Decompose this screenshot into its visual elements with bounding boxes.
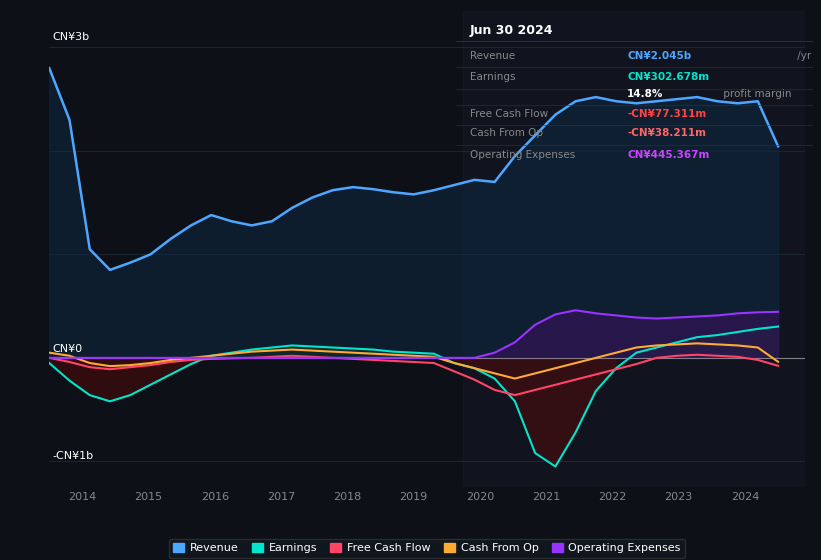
Text: CN¥445.367m: CN¥445.367m (627, 150, 709, 160)
Text: Revenue: Revenue (470, 51, 515, 61)
Text: -CN¥38.211m: -CN¥38.211m (627, 128, 706, 138)
Text: Earnings: Earnings (470, 72, 516, 82)
Text: Jun 30 2024: Jun 30 2024 (470, 25, 553, 38)
Legend: Revenue, Earnings, Free Cash Flow, Cash From Op, Operating Expenses: Revenue, Earnings, Free Cash Flow, Cash … (168, 539, 686, 558)
Text: profit margin: profit margin (720, 89, 791, 99)
Text: CN¥302.678m: CN¥302.678m (627, 72, 709, 82)
Text: CN¥3b: CN¥3b (53, 32, 89, 42)
Text: Operating Expenses: Operating Expenses (470, 150, 576, 160)
Text: -CN¥1b: -CN¥1b (53, 451, 94, 461)
Text: -CN¥77.311m: -CN¥77.311m (627, 109, 706, 119)
Text: 14.8%: 14.8% (627, 89, 663, 99)
Text: /yr: /yr (794, 51, 811, 61)
Text: Cash From Op: Cash From Op (470, 128, 543, 138)
Text: CN¥2.045b: CN¥2.045b (627, 51, 691, 61)
Text: Free Cash Flow: Free Cash Flow (470, 109, 548, 119)
Bar (463, 11, 805, 487)
Text: CN¥0: CN¥0 (53, 344, 83, 354)
